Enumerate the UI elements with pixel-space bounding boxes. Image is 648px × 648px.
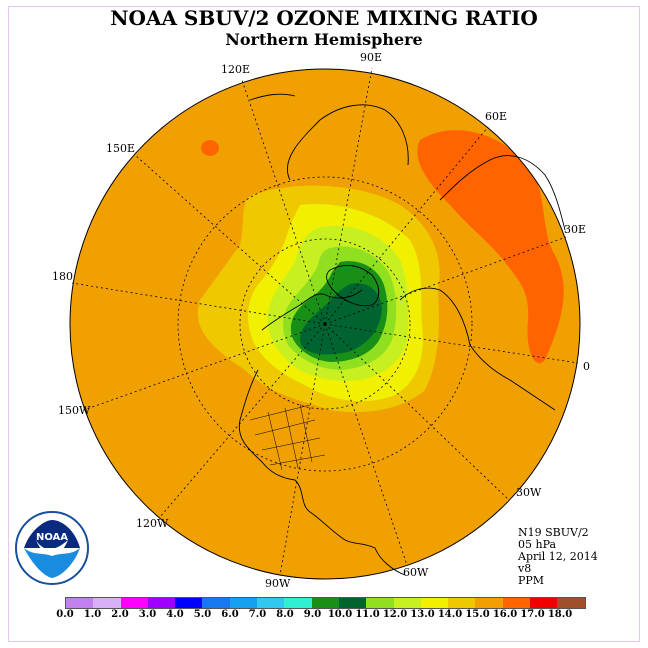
colorbar-swatch	[311, 598, 339, 608]
colorbar-swatch	[502, 598, 531, 608]
colorbar-tick-label: 15.0	[465, 609, 490, 620]
colorbar-tick-label: 16.0	[492, 609, 518, 620]
colorbar-swatch	[448, 598, 476, 608]
lon-label-120w: 120W	[136, 517, 169, 530]
lon-label-30w: 30W	[516, 486, 542, 499]
colorbar-swatch	[93, 598, 121, 608]
lon-label-90e: 90E	[360, 51, 382, 64]
map-title: NOAA SBUV/2 OZONE MIXING RATIO	[110, 6, 538, 30]
colorbar-tick-label: 13.0	[410, 609, 435, 620]
colorbar-swatch	[229, 598, 258, 608]
colorbar-swatch	[202, 598, 230, 608]
colorbar-tick-label: 2.0	[111, 609, 129, 620]
colorbar-swatch	[257, 598, 285, 608]
colorbar-tick-label: 4.0	[166, 609, 184, 620]
coast-east-asia	[286, 104, 409, 181]
map-subtitle: Northern Hemisphere	[225, 30, 423, 49]
lon-label-60w: 60W	[403, 566, 429, 579]
colorbar-swatch	[175, 598, 203, 608]
lon-label-120e: 120E	[221, 63, 250, 76]
lon-label-30e: 30E	[564, 223, 586, 236]
colorbar-tick-label: 0.0	[56, 609, 74, 620]
colorbar-tick-label: 7.0	[248, 609, 267, 620]
field-max	[300, 283, 382, 355]
colorbar-tick-label: 18.0	[547, 609, 573, 620]
coast-arctic-canada	[261, 289, 363, 331]
colorbar-tick-label: 12.0	[382, 609, 408, 620]
colorbar-tick-label: 17.0	[520, 609, 545, 620]
colorbar-swatch	[147, 598, 176, 608]
coast-asia	[439, 155, 566, 231]
colorbar-swatch	[120, 598, 148, 608]
colorbar-tick-label: 14.0	[437, 609, 463, 620]
colorbar-swatch	[284, 598, 312, 608]
field-15-16-small	[201, 140, 219, 156]
noaa-logo-text: NOAA	[36, 532, 68, 543]
coast-greenland	[326, 264, 380, 307]
info-date: April 12, 2014	[518, 550, 598, 563]
colorbar	[65, 597, 586, 609]
colorbar-swatch	[475, 598, 503, 608]
colorbar-ticks: 0.0 1.0 2.0 3.0 4.0 5.0 6.0 7.0 8.0 9.0 10.0 11.0 12…	[0, 609, 648, 623]
colorbar-tick-label: 6.0	[221, 609, 239, 620]
lon-label-0: 0	[583, 360, 590, 373]
info-version: v8	[518, 562, 532, 575]
coast-north-america	[238, 369, 406, 576]
colorbar-tick-label: 11.0	[355, 609, 380, 620]
lon-label-150e: 150E	[106, 142, 135, 155]
coast-europe	[399, 287, 556, 411]
coast-siberia	[249, 93, 296, 101]
info-satellite: N19 SBUV/2	[518, 526, 589, 539]
colorbar-swatch	[530, 598, 558, 608]
lon-label-150w: 150W	[58, 404, 91, 417]
colorbar-tick-label: 9.0	[303, 609, 322, 620]
graticule	[71, 67, 579, 576]
lon-label-180: 180	[52, 270, 73, 283]
info-units: PPM	[518, 574, 545, 587]
map-border	[69, 68, 581, 580]
colorbar-swatch	[393, 598, 421, 608]
lon-label-60e: 60E	[485, 110, 507, 123]
colorbar-swatch	[420, 598, 449, 608]
product-info: N19 SBUV/2 05 hPa April 12, 2014 v8 PPM	[518, 527, 598, 587]
figure-frame	[8, 6, 640, 642]
colorbar-swatch	[338, 598, 367, 608]
colorbar-tick-label: 3.0	[138, 609, 157, 620]
coastlines	[238, 93, 566, 576]
info-level: 05 hPa	[518, 538, 557, 551]
colorbar-swatch	[66, 598, 94, 608]
colorbar-tick-label: 1.0	[83, 609, 102, 620]
noaa-logo: NOAA	[15, 511, 89, 585]
colorbar-tick-label: 8.0	[276, 609, 294, 620]
colorbar-tick-label: 10.0	[327, 609, 353, 620]
field-15-16	[417, 130, 564, 364]
colorbar-tick-label: 5.0	[193, 609, 212, 620]
us-state-lines	[249, 403, 326, 471]
colorbar-swatch	[557, 598, 585, 608]
colorbar-swatch	[366, 598, 394, 608]
lon-label-90w: 90W	[265, 577, 291, 590]
